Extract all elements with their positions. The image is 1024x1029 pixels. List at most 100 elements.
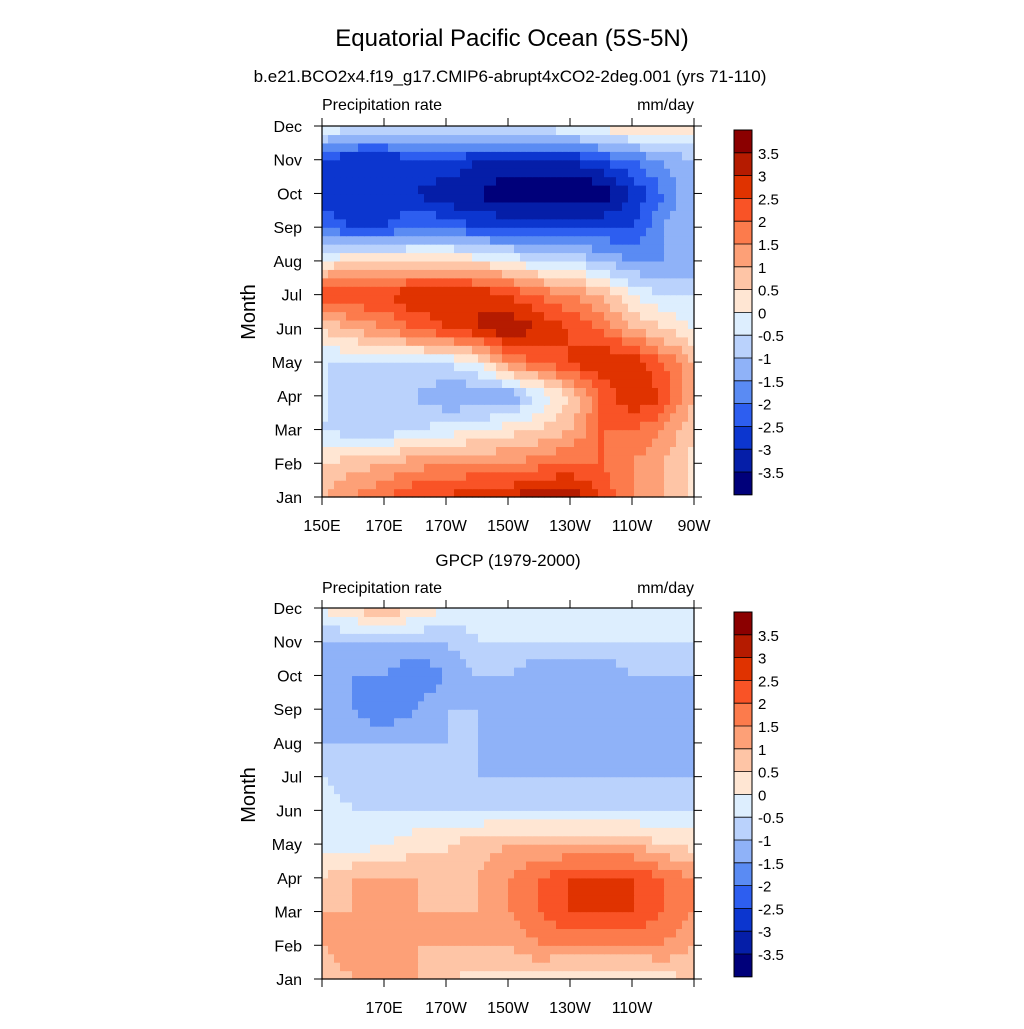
model-cell: [556, 446, 563, 455]
obs-cell: [460, 861, 467, 870]
model-cell: [550, 286, 557, 295]
obs-cell: [526, 760, 533, 769]
model-cell: [538, 379, 545, 388]
model-cell: [388, 345, 395, 354]
model-cell: [592, 261, 599, 270]
model-cell: [358, 244, 365, 253]
obs-cell: [628, 937, 635, 946]
model-cell: [388, 303, 395, 312]
obs-cell: [478, 692, 485, 701]
obs-cell: [352, 878, 359, 887]
obs-cell: [346, 692, 353, 701]
obs-cell: [418, 760, 425, 769]
obs-cell: [352, 836, 359, 845]
obs-cell: [400, 718, 407, 727]
model-cell: [634, 446, 641, 455]
model-cell: [400, 269, 407, 278]
obs-cell: [460, 920, 467, 929]
obs-cell: [484, 751, 491, 760]
obs-cell: [562, 726, 569, 735]
obs-cell: [502, 701, 509, 710]
obs-cell: [676, 895, 683, 904]
obs-cell: [364, 794, 371, 803]
obs-cell: [376, 675, 383, 684]
model-cell: [460, 202, 467, 211]
obs-cell: [412, 937, 419, 946]
model-cell: [556, 134, 563, 143]
model-cell: [436, 151, 443, 160]
model-cell: [448, 219, 455, 228]
model-cell: [652, 328, 659, 337]
model-cell: [664, 210, 671, 219]
model-cell: [346, 151, 353, 160]
obs-cell: [340, 684, 347, 693]
model-cell: [616, 134, 623, 143]
obs-cell: [598, 928, 605, 937]
obs-cell: [370, 709, 377, 718]
model-cell: [358, 143, 365, 152]
obs-cell: [322, 718, 329, 727]
model-cell: [334, 421, 341, 430]
model-cell: [442, 413, 449, 422]
model-cell: [580, 227, 587, 236]
model-cell: [682, 328, 689, 337]
obs-cell: [448, 743, 455, 752]
model-cell: [646, 278, 653, 287]
obs-cell: [526, 709, 533, 718]
obs-cell: [382, 912, 389, 921]
model-cell: [610, 371, 617, 380]
model-cell: [574, 312, 581, 321]
model-cell: [466, 404, 473, 413]
model-cell: [616, 446, 623, 455]
model-cell: [610, 202, 617, 211]
obs-cell: [556, 954, 563, 963]
obs-cell: [508, 903, 515, 912]
obs-cell: [484, 971, 491, 980]
obs-cell: [670, 912, 677, 921]
model-cell: [580, 177, 587, 186]
model-cell: [526, 489, 533, 498]
obs-cell: [676, 937, 683, 946]
obs-cell: [328, 675, 335, 684]
model-cell: [412, 219, 419, 228]
obs-cell: [508, 692, 515, 701]
obs-cell: [580, 903, 587, 912]
model-cell: [502, 396, 509, 405]
model-cell: [676, 151, 683, 160]
obs-cell: [358, 734, 365, 743]
model-cell: [520, 202, 527, 211]
obs-cell: [646, 886, 653, 895]
obs-cell: [478, 810, 485, 819]
model-cell: [370, 328, 377, 337]
obs-cell: [598, 701, 605, 710]
model-cell: [358, 295, 365, 304]
obs-cell: [562, 886, 569, 895]
model-cell: [358, 472, 365, 481]
obs-cell: [466, 701, 473, 710]
model-cell: [664, 269, 671, 278]
model-cell: [382, 219, 389, 228]
model-cell: [502, 193, 509, 202]
model-ytick-label: Aug: [274, 254, 302, 271]
obs-cell: [382, 903, 389, 912]
obs-cell: [646, 895, 653, 904]
model-cell: [556, 168, 563, 177]
obs-cell: [586, 777, 593, 786]
obs-cell: [544, 903, 551, 912]
model-cell: [490, 387, 497, 396]
obs-cell: [376, 895, 383, 904]
obs-cell: [586, 751, 593, 760]
model-cell: [382, 455, 389, 464]
model-cell: [634, 480, 641, 489]
obs-cell: [328, 861, 335, 870]
model-cell: [664, 278, 671, 287]
obs-cell: [418, 709, 425, 718]
model-cell: [442, 404, 449, 413]
model-cell: [370, 312, 377, 321]
obs-cell: [634, 945, 641, 954]
model-cell: [328, 396, 335, 405]
obs-cell: [580, 751, 587, 760]
model-cell: [580, 337, 587, 346]
obs-cell: [544, 928, 551, 937]
model-cell: [508, 244, 515, 253]
